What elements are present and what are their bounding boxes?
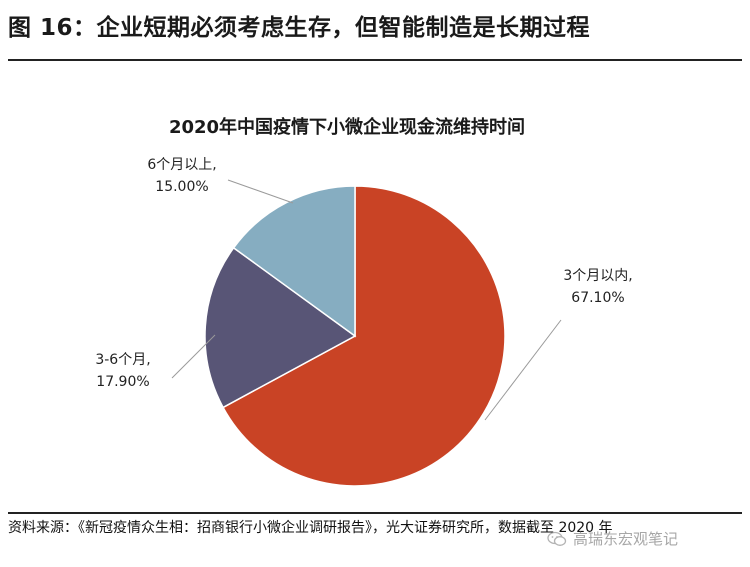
- slice-value-label: 17.90%: [96, 374, 149, 390]
- slice-value-label: 67.10%: [571, 290, 624, 306]
- slice-category-label: 3个月以内,: [563, 268, 632, 284]
- leader-line: [484, 319, 562, 421]
- bottom-divider: [8, 512, 742, 514]
- slice-category-label: 3-6个月,: [95, 352, 150, 368]
- chart-title: 2020年中国疫情下小微企业现金流维持时间: [168, 117, 526, 138]
- leader-line: [171, 334, 216, 379]
- slice-category-label: 6个月以上,: [147, 157, 216, 173]
- watermark-text: 高瑞东宏观笔记: [573, 530, 679, 548]
- pie-slice: [232, 185, 356, 338]
- leader-line: [227, 179, 294, 204]
- pie-slice: [204, 246, 357, 409]
- slice-value-label: 15.00%: [155, 179, 208, 195]
- source-note: 资料来源：《新冠疫情众生相：招商银行小微企业调研报告》，光大证券研究所，数据截至…: [8, 520, 613, 536]
- figure-title: 图 16：企业短期必须考虑生存，但智能制造是长期过程: [8, 15, 591, 41]
- pie-slice: [222, 185, 506, 487]
- watermark: 高瑞东宏观笔记: [547, 528, 678, 549]
- top-divider: [8, 59, 742, 61]
- wechat-icon: [547, 531, 567, 546]
